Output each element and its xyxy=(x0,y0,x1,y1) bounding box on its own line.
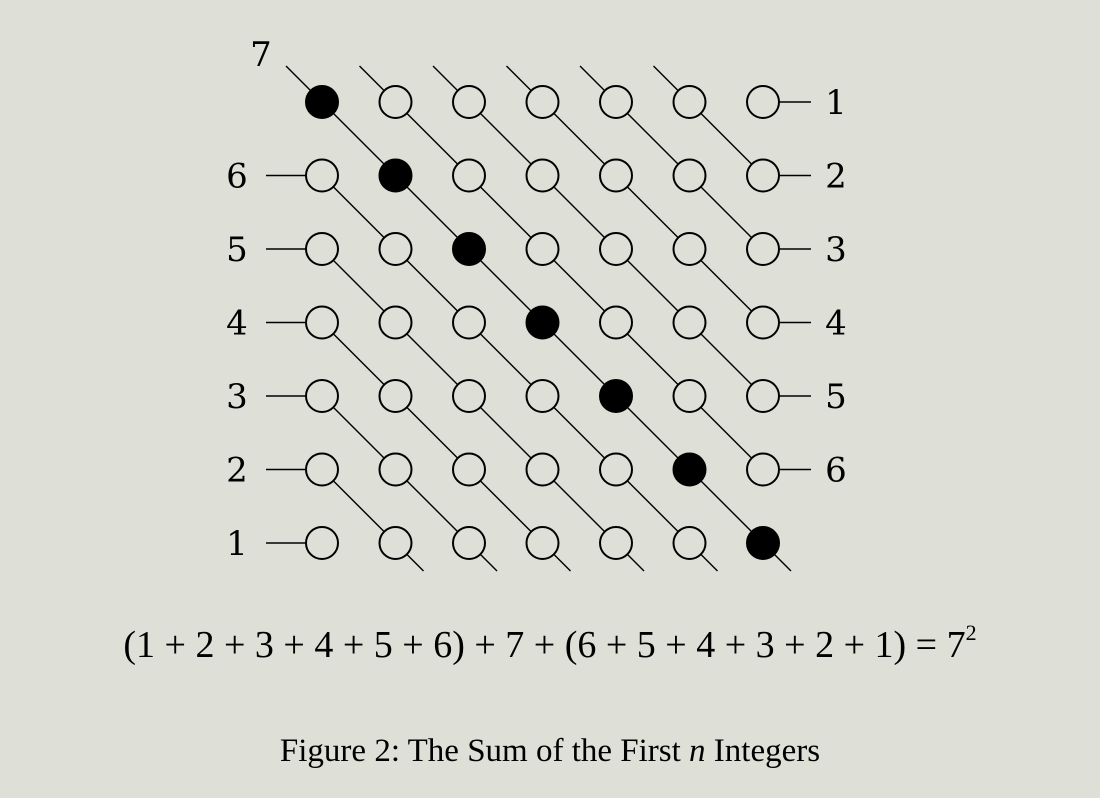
open-dot xyxy=(452,379,486,413)
open-dot xyxy=(746,305,780,340)
diagonal-line xyxy=(321,469,424,572)
open-dot xyxy=(746,232,780,266)
top-label: 7 xyxy=(250,35,272,75)
open-dot xyxy=(305,305,339,340)
open-dot xyxy=(525,526,560,560)
open-dot xyxy=(378,526,413,560)
open-dot xyxy=(599,85,633,119)
open-dot xyxy=(746,379,780,413)
open-dot xyxy=(378,232,413,266)
left-label: 3 xyxy=(226,377,248,417)
filled-dot xyxy=(672,452,707,487)
right-label: 6 xyxy=(825,451,847,491)
open-dot xyxy=(599,305,633,340)
open-dot xyxy=(746,158,780,193)
open-dot xyxy=(525,232,560,266)
equation-text: (1 + 2 + 3 + 4 + 5 + 6) + 7 + (6 + 5 + 4… xyxy=(123,624,966,666)
open-dot xyxy=(672,158,707,193)
open-dot xyxy=(525,158,560,193)
dot-grid xyxy=(305,85,780,560)
open-dot xyxy=(599,232,633,266)
open-dot xyxy=(305,526,339,560)
open-dot xyxy=(672,379,707,413)
equation-exponent: 2 xyxy=(965,620,977,645)
diagonal-line xyxy=(321,175,718,572)
figure-caption: Figure 2: The Sum of the First n Integer… xyxy=(0,729,1100,773)
open-dot xyxy=(452,452,486,487)
sum-equation: (1 + 2 + 3 + 4 + 5 + 6) + 7 + (6 + 5 + 4… xyxy=(0,608,1100,670)
right-label: 1 xyxy=(825,83,847,123)
right-label: 2 xyxy=(825,157,847,197)
open-dot xyxy=(378,452,413,487)
open-dot xyxy=(378,305,413,340)
diagonal-line xyxy=(321,248,645,572)
open-dot xyxy=(525,452,560,487)
right-label: 4 xyxy=(825,304,847,344)
open-dot xyxy=(599,526,633,560)
caption-variable: n xyxy=(689,733,706,769)
axis-labels: 7 6 5 4 3 2 1 1 2 3 4 5 6 xyxy=(226,35,847,564)
diagonal-line xyxy=(321,322,571,572)
open-dot xyxy=(452,526,486,560)
open-dot xyxy=(305,452,339,487)
open-dot xyxy=(672,85,707,119)
open-dot xyxy=(452,158,486,193)
open-dot xyxy=(378,379,413,413)
filled-dot xyxy=(452,232,486,266)
open-dot xyxy=(378,85,413,119)
filled-dot xyxy=(599,379,633,413)
open-dot xyxy=(599,452,633,487)
filled-dot xyxy=(305,85,339,119)
right-label: 5 xyxy=(825,377,847,417)
open-dot xyxy=(525,379,560,413)
diagonal-line xyxy=(432,65,764,397)
open-dot xyxy=(672,526,707,560)
filled-dot xyxy=(746,526,780,560)
right-label: 3 xyxy=(825,230,847,270)
diagonal-line xyxy=(653,65,764,176)
caption-suffix: Integers xyxy=(705,733,821,769)
open-dot xyxy=(746,85,780,119)
open-dot xyxy=(746,452,780,487)
open-dot xyxy=(305,158,339,193)
caption-prefix: Figure 2: The Sum of the First xyxy=(279,733,690,769)
open-dot xyxy=(525,85,560,119)
open-dot xyxy=(305,379,339,413)
open-dot xyxy=(672,232,707,266)
open-dot xyxy=(599,158,633,193)
left-label: 1 xyxy=(226,524,248,564)
filled-dot xyxy=(525,305,560,340)
left-label: 6 xyxy=(226,157,248,197)
open-dot xyxy=(672,305,707,340)
diagonal-line xyxy=(359,65,764,470)
left-label: 5 xyxy=(226,230,248,270)
left-label: 2 xyxy=(226,451,248,491)
dot-diagram: 7 6 5 4 3 2 1 1 2 3 4 5 6 xyxy=(226,35,847,572)
open-dot xyxy=(305,232,339,266)
filled-dot xyxy=(378,158,413,193)
open-dot xyxy=(452,85,486,119)
left-label: 4 xyxy=(226,304,248,344)
open-dot xyxy=(452,305,486,340)
